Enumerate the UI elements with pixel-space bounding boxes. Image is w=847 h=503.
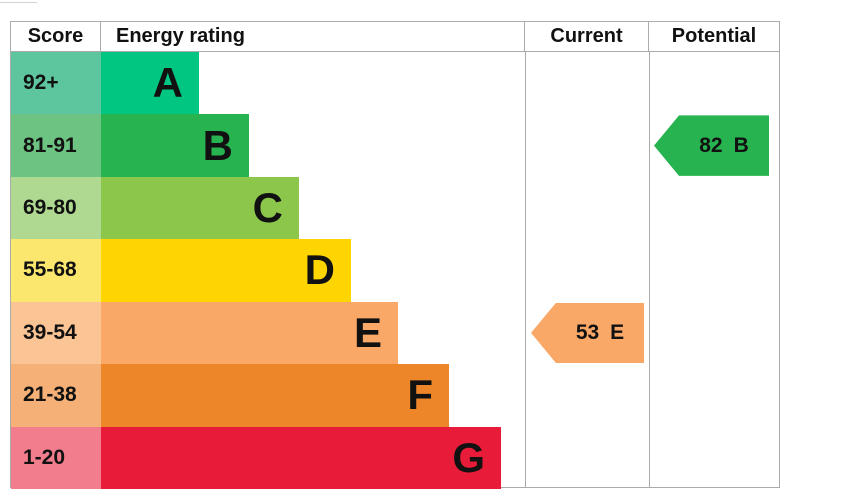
band-score-range: 21-38 xyxy=(11,364,101,427)
band-letter-label: A xyxy=(152,59,183,107)
band-score-range: 81-91 xyxy=(11,114,101,177)
potential-band-letter: B xyxy=(733,133,749,157)
energy-rating-column-header: Energy rating xyxy=(101,22,525,51)
band-bar: C xyxy=(101,176,299,240)
band-letter-label: F xyxy=(407,371,433,419)
band-score-range: 55-68 xyxy=(11,239,101,302)
band-row: 39-54 E xyxy=(11,301,779,365)
potential-rating-arrow: 82 B xyxy=(654,115,769,176)
band-row: 69-80 C xyxy=(11,176,779,240)
band-letter-label: B xyxy=(202,121,233,169)
band-bar: G xyxy=(101,426,501,489)
band-score-range: 1-20 xyxy=(11,426,101,489)
current-score-value: 53 xyxy=(575,320,600,344)
rating-table: Score Energy rating Current Potential 92… xyxy=(10,21,780,489)
band-bar: E xyxy=(101,301,398,365)
band-row: 81-91 B xyxy=(11,114,779,177)
band-row: 92+ A xyxy=(11,52,779,115)
score-column-header: Score xyxy=(11,22,101,51)
current-rating-arrow: 53 E xyxy=(531,302,644,364)
current-rating-text: 53 E xyxy=(576,321,624,345)
band-letter-label: G xyxy=(452,433,485,481)
band-row: 55-68 D xyxy=(11,239,779,302)
band-score-range: 92+ xyxy=(11,52,101,115)
band-bar: B xyxy=(101,114,249,177)
page-edge-line xyxy=(0,2,37,3)
potential-column-header: Potential xyxy=(671,25,757,47)
band-row: 1-20 G xyxy=(11,426,779,489)
band-letter-label: D xyxy=(304,246,335,294)
current-column-header: Current xyxy=(525,22,649,51)
potential-score-value: 82 xyxy=(699,133,723,157)
current-column-divider xyxy=(525,52,526,487)
band-letter-label: E xyxy=(353,308,382,356)
band-letter-label: C xyxy=(252,184,283,232)
band-bar: A xyxy=(101,52,199,115)
potential-rating-text: 82 B xyxy=(699,134,749,158)
band-bar: D xyxy=(101,239,351,302)
band-score-range: 69-80 xyxy=(11,176,101,240)
band-score-range: 39-54 xyxy=(11,301,101,365)
band-rows: 92+ A 81-91 B 69-80 C 55-68 D 39-54 E 21… xyxy=(11,52,779,489)
band-row: 21-38 F xyxy=(11,364,779,427)
current-band-letter: E xyxy=(610,320,625,344)
band-bar: F xyxy=(101,364,449,427)
table-header-row: Score Energy rating Current Potential xyxy=(11,22,779,52)
potential-column-divider xyxy=(649,52,650,487)
